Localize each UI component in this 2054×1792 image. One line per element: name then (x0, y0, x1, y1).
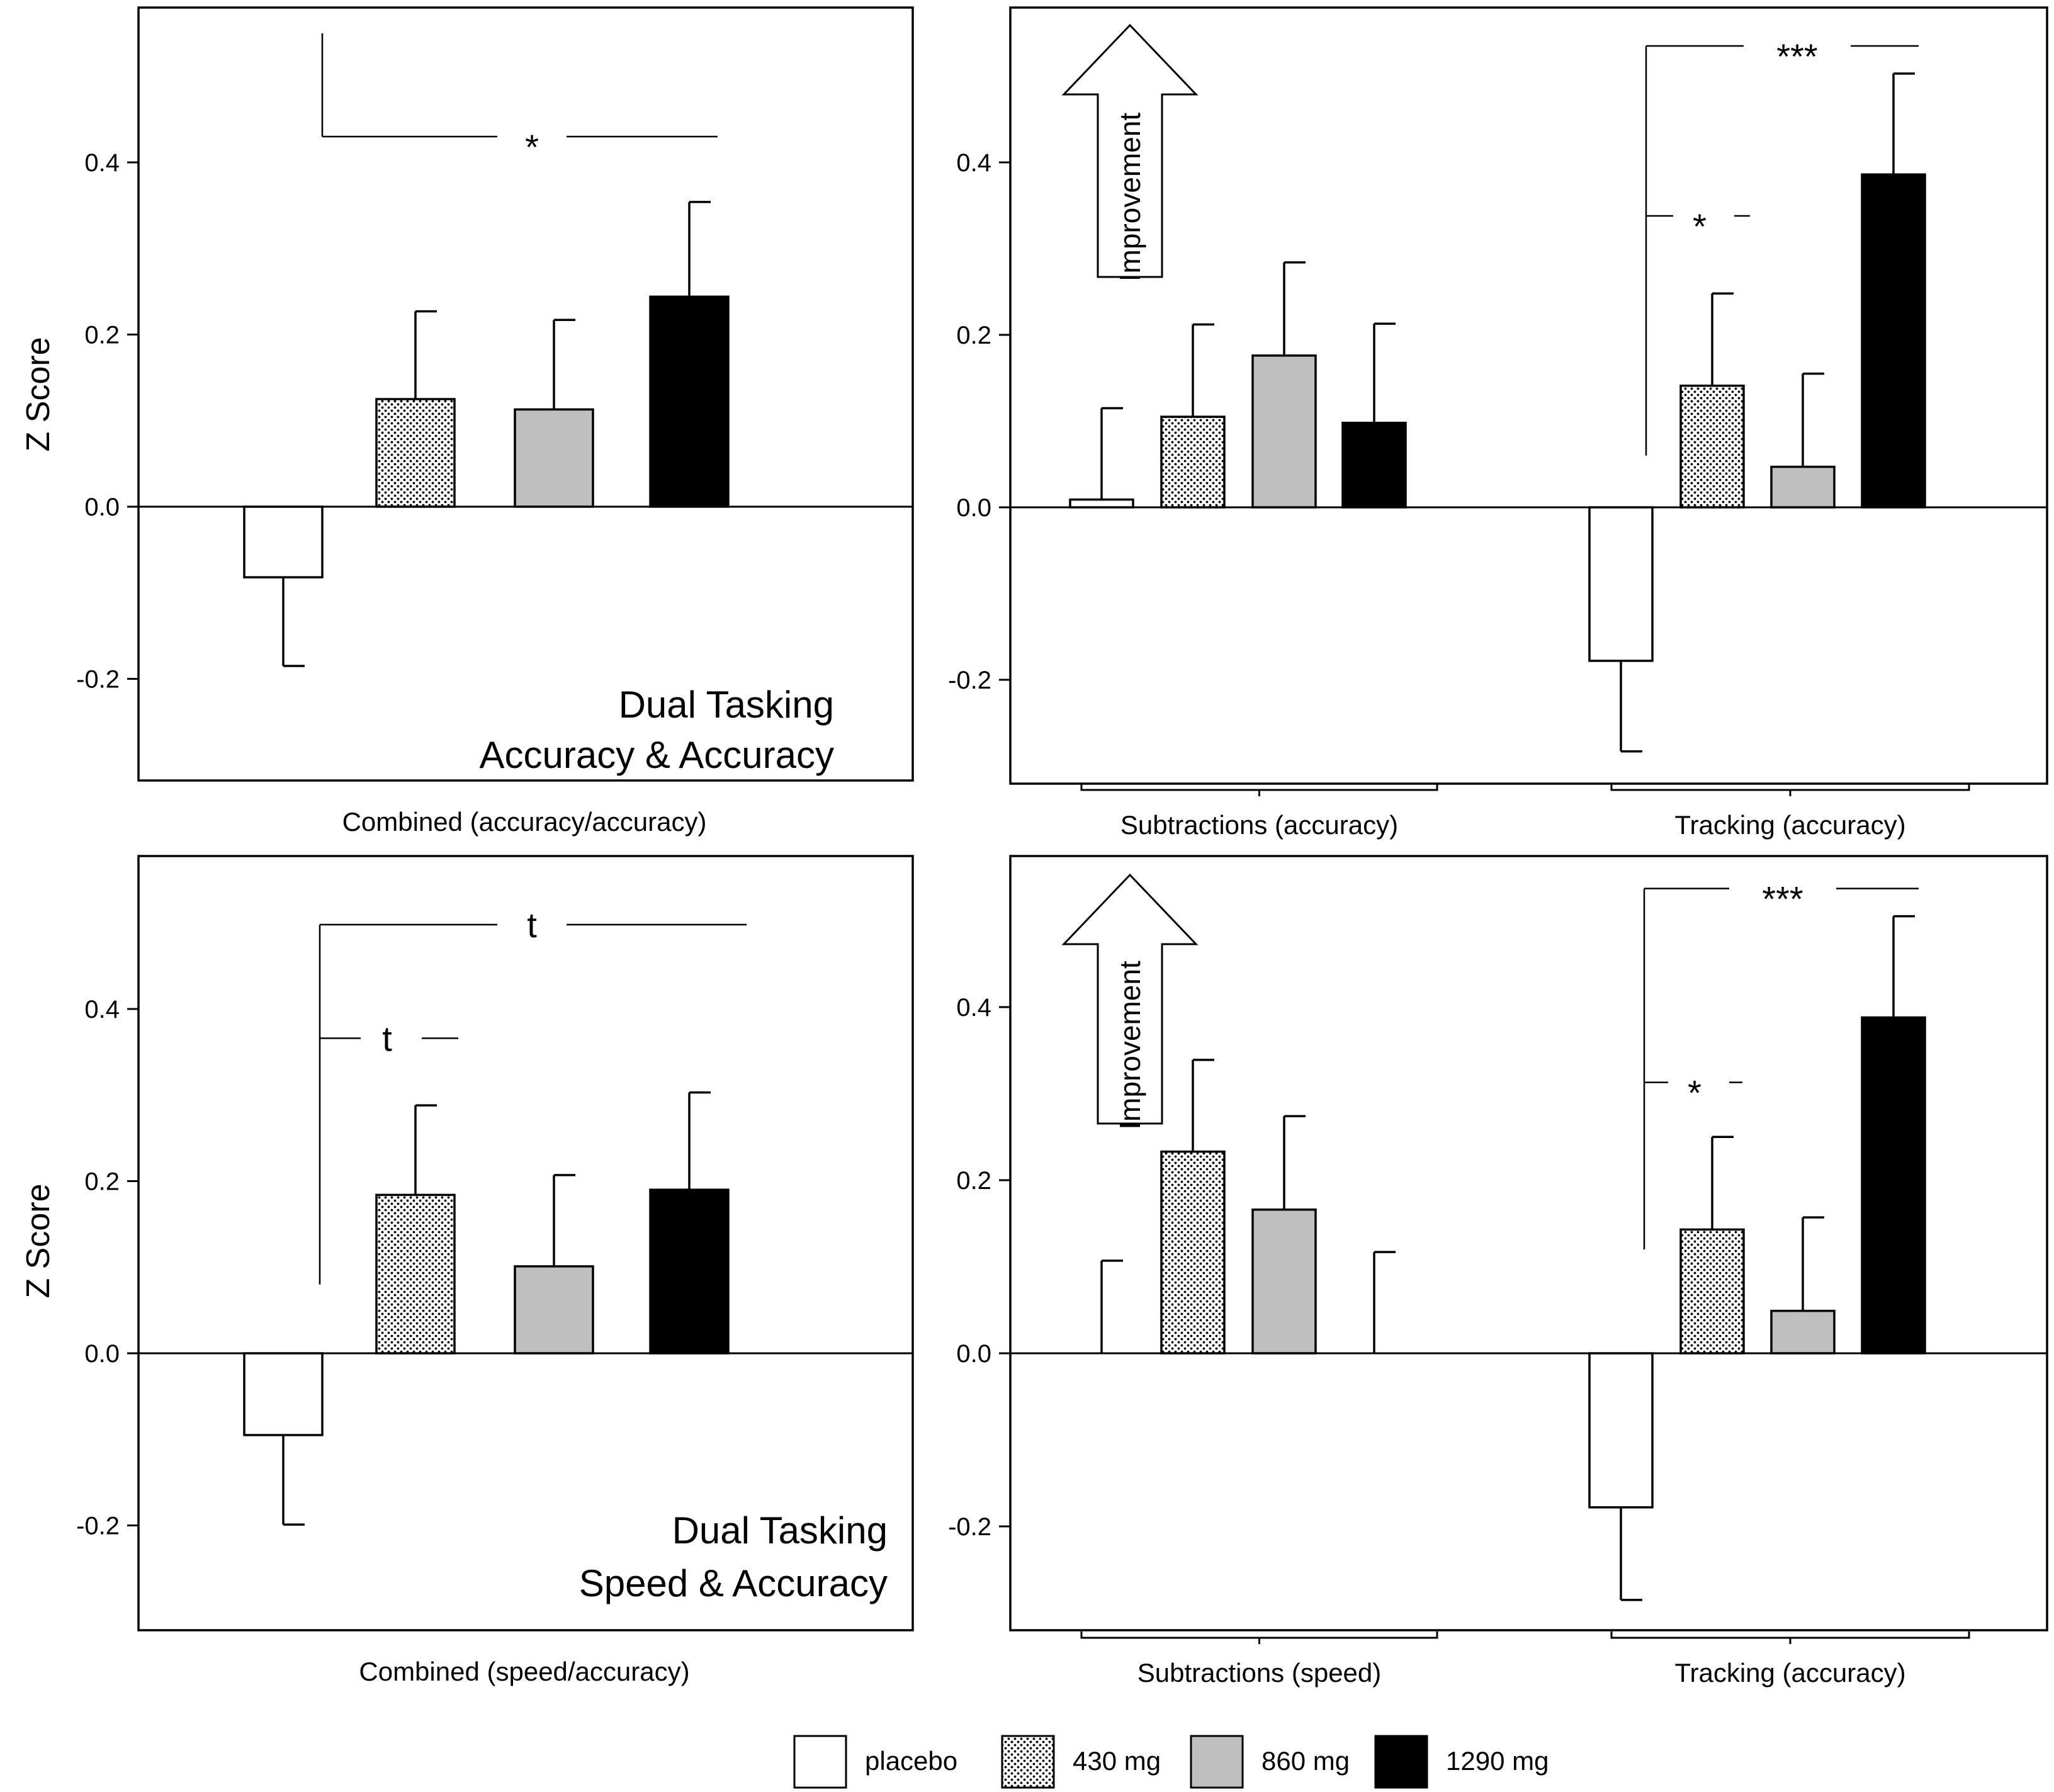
panel-title-line: Dual Tasking (672, 1509, 888, 1552)
bar-430-mg (1160, 415, 1226, 509)
bar-430-mg (1160, 1150, 1226, 1355)
legend-label: 860 mg (1261, 1746, 1350, 1776)
x-group-label: Subtractions (accuracy) (1120, 810, 1398, 840)
significance-marker: *** (1776, 37, 1817, 76)
panel-title-line: Accuracy & Accuracy (479, 734, 834, 776)
bar-430-mg (375, 398, 456, 508)
bar-placebo (1069, 498, 1134, 509)
bar-430-mg (375, 1193, 456, 1355)
x-group-label: Tracking (accuracy) (1674, 1658, 1905, 1688)
legend-swatch-430-mg (1001, 1735, 1055, 1789)
y-tick-label: 0.0 (956, 494, 991, 522)
significance-marker: * (1693, 206, 1707, 246)
y-tick-label: -0.2 (76, 1513, 120, 1540)
plot-frame (137, 855, 914, 1631)
bar-860-mg (1770, 1309, 1836, 1355)
bar-1290-mg (1341, 421, 1407, 509)
y-tick-label: 0.0 (84, 493, 120, 521)
y-tick-label: 0.4 (84, 149, 120, 177)
y-tick-label: 0.0 (84, 1340, 120, 1368)
bar-860-mg (514, 408, 594, 508)
legend-label: 430 mg (1073, 1746, 1161, 1776)
legend: placebo 430 mg 860 mg 1290 mg (793, 1735, 1549, 1789)
group-bracket (1610, 1631, 1970, 1639)
x-group-label: Combined (accuracy/accuracy) (342, 807, 707, 837)
legend-swatch-placebo (793, 1735, 847, 1789)
panel-title-line: Speed & Accuracy (579, 1562, 888, 1604)
y-tick-label: -0.2 (76, 666, 120, 694)
bar-860-mg (1251, 1209, 1317, 1355)
chart-panel-top-left: -0.2 0.0 0.2 0.4 Z Score Combined (accuracy/a… (20, 6, 914, 837)
significance-marker: t (382, 1018, 392, 1058)
y-tick-label: 0.2 (84, 1168, 120, 1196)
bar-placebo (243, 505, 324, 578)
y-tick-label: 0.4 (956, 994, 991, 1022)
bar-1290-mg (1861, 1016, 1926, 1355)
significance-marker: * (525, 127, 539, 167)
legend-swatch-860-mg (1190, 1735, 1244, 1789)
bar-1290-mg (649, 1188, 730, 1355)
bar-placebo (1588, 506, 1654, 662)
y-tick-label: 0.4 (956, 149, 991, 177)
improvement-label: Improvement (1114, 113, 1146, 282)
y-tick-label: 0.0 (956, 1340, 991, 1368)
y-tick-label: -0.2 (948, 667, 991, 694)
x-group-label: Combined (speed/accuracy) (359, 1657, 689, 1686)
significance-marker: * (1688, 1073, 1701, 1113)
y-axis-label: Z Score (20, 1183, 57, 1298)
significance-marker: *** (1762, 879, 1803, 919)
bar-860-mg (514, 1265, 594, 1355)
significance-marker: t (527, 905, 537, 945)
bar-1290-mg (1861, 173, 1926, 509)
panel-title-line: Dual Tasking (619, 684, 834, 726)
chart-panel-bottom-left: -0.2 0.0 0.2 0.4 Z Score Combined (speed/accu… (20, 855, 914, 1686)
y-tick-label: 0.2 (956, 1167, 991, 1195)
x-group-label: Tracking (accuracy) (1674, 810, 1905, 840)
legend-swatch-1290-mg (1374, 1735, 1428, 1789)
chart-panel-bottom-right: -0.2 0.0 0.2 0.4 Subtractions (speed) Trackin… (948, 855, 2048, 1688)
plot-frame (1009, 6, 2048, 785)
chart-panel-top-right: -0.2 0.0 0.2 0.4 Subtractions (accuracy) Trac… (948, 6, 2048, 840)
bar-430-mg (1679, 1228, 1745, 1355)
improvement-label: Improvement (1114, 961, 1146, 1130)
bar-1290-mg (649, 295, 730, 508)
bar-430-mg (1679, 385, 1745, 509)
y-tick-label: 0.4 (84, 996, 120, 1023)
bar-860-mg (1251, 354, 1317, 509)
legend-label: placebo (865, 1746, 957, 1776)
bar-860-mg (1770, 465, 1836, 509)
plot-frame (137, 6, 914, 782)
bar-placebo (1588, 1352, 1654, 1509)
y-tick-label: 0.2 (84, 322, 120, 349)
y-axis-label: Z Score (20, 337, 57, 451)
improvement-arrow-icon (1061, 873, 1199, 1125)
plot-frame (1009, 855, 2048, 1631)
group-bracket (1080, 1631, 1438, 1639)
y-tick-label: 0.2 (956, 322, 991, 349)
improvement-arrow-icon (1061, 23, 1199, 278)
bar-placebo (243, 1352, 324, 1436)
legend-label: 1290 mg (1446, 1746, 1549, 1776)
chart-panels: -0.2 0.0 0.2 0.4 Z Score Combined (accuracy/a… (20, 6, 2048, 1688)
y-tick-label: -0.2 (948, 1513, 991, 1541)
x-group-label: Subtractions (speed) (1137, 1658, 1382, 1688)
